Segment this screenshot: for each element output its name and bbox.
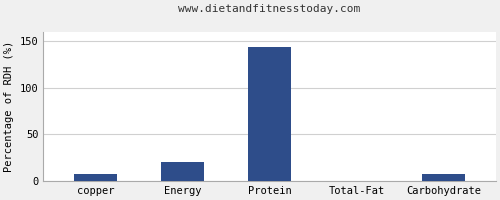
Bar xyxy=(74,174,118,181)
Bar xyxy=(161,162,204,181)
Bar xyxy=(248,47,292,181)
Y-axis label: Percentage of RDH (%): Percentage of RDH (%) xyxy=(4,41,14,172)
Bar xyxy=(422,174,466,181)
Title: www.dietandfitnesstoday.com: www.dietandfitnesstoday.com xyxy=(178,4,360,14)
